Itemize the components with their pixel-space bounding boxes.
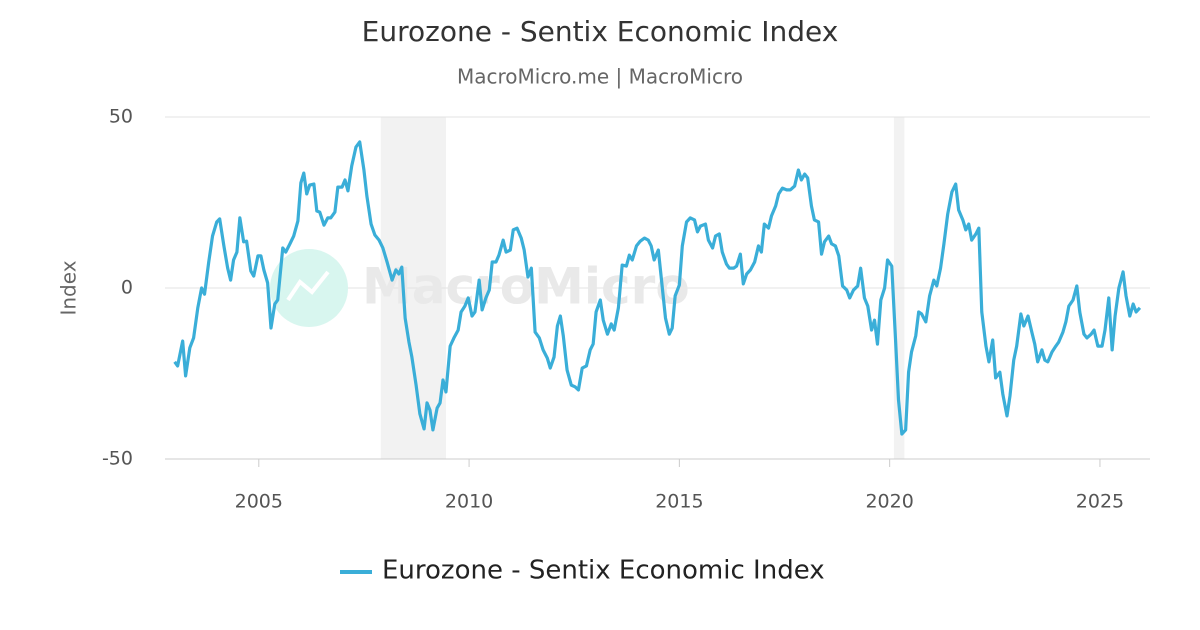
y-tick-label: 0 xyxy=(121,277,133,299)
chart-title: Eurozone - Sentix Economic Index xyxy=(362,15,839,48)
series-line xyxy=(173,140,1142,436)
x-tick-label: 2005 xyxy=(235,491,283,513)
y-tick-label: -50 xyxy=(102,448,133,470)
logo-mark xyxy=(286,270,330,302)
chart-subtitle: MacroMicro.me | MacroMicro xyxy=(457,65,743,89)
legend-label: Eurozone - Sentix Economic Index xyxy=(382,556,825,586)
grid: -50 0 50 2005 2010 2015 2020 2025 xyxy=(102,106,1150,513)
y-axis-label: Index xyxy=(57,260,81,315)
x-tick-label: 2025 xyxy=(1076,491,1124,513)
x-tick-label: 2015 xyxy=(655,491,703,513)
y-tick-label: 50 xyxy=(109,106,133,128)
plot xyxy=(173,140,1142,436)
watermark-logo xyxy=(270,249,348,327)
x-tick-label: 2020 xyxy=(865,491,913,513)
x-tick-label: 2010 xyxy=(445,491,493,513)
